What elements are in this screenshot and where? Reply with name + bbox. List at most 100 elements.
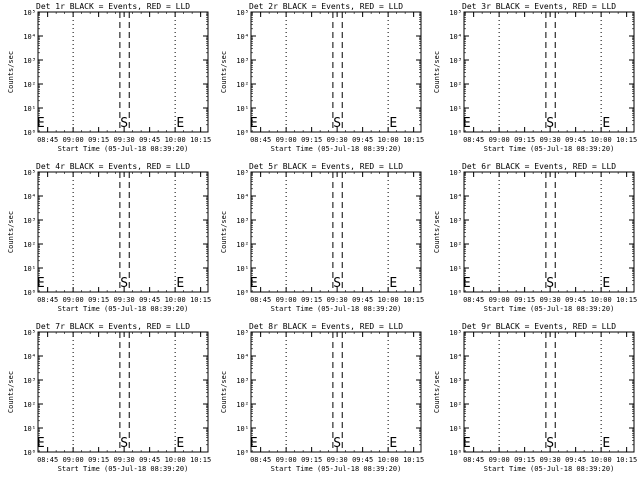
x-tick-label: 09:00	[276, 456, 297, 464]
x-tick-label: 09:00	[489, 456, 510, 464]
x-tick-label: 10:00	[591, 296, 612, 304]
x-tick-label: 08:45	[250, 296, 271, 304]
y-axis-label: Counts/sec	[220, 51, 228, 93]
x-tick-label: 09:15	[88, 136, 109, 144]
x-tick-label: 10:15	[616, 136, 637, 144]
detector-panel-2: Det 2r BLACK = Events, RED = LLD 10⁰ 10¹ 10…	[220, 2, 424, 153]
y-tick-label: 10⁵	[449, 169, 462, 177]
y-tick-label: 10⁰	[449, 129, 462, 137]
x-axis-label: Start Time (05-Jul-18 08:39:20)	[271, 305, 402, 313]
y-tick-label: 10⁴	[449, 193, 462, 201]
y-axis-label: Counts/sec	[433, 211, 441, 253]
y-tick-label: 10⁵	[236, 329, 249, 337]
x-tick-label: 09:45	[139, 136, 160, 144]
plot-frame	[463, 171, 635, 293]
x-tick-label: 10:15	[403, 296, 424, 304]
y-tick-label: 10²	[236, 241, 249, 249]
y-tick-label: 10¹	[236, 425, 249, 433]
y-tick-label: 10⁴	[236, 353, 249, 361]
x-axis-label: Start Time (05-Jul-18 08:39:20)	[58, 305, 189, 313]
x-tick-label: 09:00	[276, 296, 297, 304]
y-tick-label: 10¹	[449, 425, 462, 433]
marker-e: E	[463, 436, 471, 451]
detector-panel-4: Det 4r BLACK = Events, RED = LLD 10⁰ 10¹ 10…	[7, 162, 211, 313]
x-tick-label: 09:00	[489, 296, 510, 304]
panel-title: Det 6r BLACK = Events, RED = LLD	[462, 162, 616, 171]
x-axis-label: Start Time (05-Jul-18 08:39:20)	[484, 465, 615, 473]
x-tick-label: 10:15	[190, 136, 211, 144]
x-tick-label: 09:45	[352, 296, 373, 304]
marker-e: E	[602, 116, 610, 131]
x-tick-label: 08:45	[37, 136, 58, 144]
x-tick-label: 10:00	[378, 456, 399, 464]
marker-s: S	[120, 436, 128, 451]
marker-s: S	[120, 276, 128, 291]
x-tick-label: 09:15	[514, 296, 535, 304]
panel-title: Det 9r BLACK = Events, RED = LLD	[462, 322, 616, 331]
x-axis-label: Start Time (05-Jul-18 08:39:20)	[58, 465, 189, 473]
y-tick-label: 10⁵	[23, 169, 36, 177]
x-tick-label: 09:30	[327, 296, 348, 304]
marker-e: E	[389, 276, 397, 291]
y-tick-label: 10⁴	[449, 33, 462, 41]
y-tick-label: 10³	[236, 377, 249, 385]
y-tick-label: 10¹	[449, 265, 462, 273]
marker-e: E	[176, 436, 184, 451]
y-tick-label: 10⁵	[23, 9, 36, 17]
marker-s: S	[546, 276, 554, 291]
panel-title: Det 7r BLACK = Events, RED = LLD	[36, 322, 190, 331]
x-tick-label: 09:30	[540, 296, 561, 304]
plot-frame	[250, 171, 422, 293]
y-tick-label: 10³	[449, 377, 462, 385]
y-tick-label: 10²	[449, 241, 462, 249]
y-tick-label: 10⁰	[23, 129, 36, 137]
y-axis-label: Counts/sec	[7, 51, 15, 93]
marker-e: E	[37, 436, 45, 451]
x-tick-label: 09:00	[63, 456, 84, 464]
marker-e: E	[389, 436, 397, 451]
detector-panel-6: Det 6r BLACK = Events, RED = LLD 10⁰ 10¹ 10…	[433, 162, 637, 313]
x-tick-label: 09:30	[114, 456, 135, 464]
y-tick-label: 10²	[23, 81, 36, 89]
plot-frame	[37, 171, 209, 293]
x-tick-label: 08:45	[37, 296, 58, 304]
y-tick-label: 10³	[23, 217, 36, 225]
x-tick-label: 10:00	[165, 136, 186, 144]
marker-s: S	[333, 116, 341, 131]
marker-e: E	[37, 276, 45, 291]
y-tick-label: 10⁴	[23, 353, 36, 361]
x-tick-label: 10:15	[616, 296, 637, 304]
detector-panel-1: Det 1r BLACK = Events, RED = LLD 10⁰ 10¹ 10…	[7, 2, 211, 153]
x-tick-label: 09:45	[352, 136, 373, 144]
x-tick-label: 10:00	[165, 296, 186, 304]
x-tick-label: 09:45	[565, 456, 586, 464]
y-axis-label: Counts/sec	[220, 371, 228, 413]
y-tick-label: 10²	[236, 401, 249, 409]
x-axis-label: Start Time (05-Jul-18 08:39:20)	[271, 465, 402, 473]
x-axis-label: Start Time (05-Jul-18 08:39:20)	[271, 145, 402, 153]
x-tick-label: 09:30	[327, 456, 348, 464]
x-tick-label: 09:15	[514, 456, 535, 464]
marker-e: E	[176, 116, 184, 131]
y-tick-label: 10⁵	[449, 9, 462, 17]
y-tick-label: 10³	[449, 57, 462, 65]
marker-e: E	[37, 116, 45, 131]
x-tick-label: 10:00	[165, 456, 186, 464]
x-tick-label: 09:00	[63, 296, 84, 304]
y-tick-label: 10¹	[23, 265, 36, 273]
y-tick-label: 10⁰	[23, 449, 36, 457]
x-tick-label: 08:45	[250, 136, 271, 144]
x-tick-label: 09:45	[139, 296, 160, 304]
y-tick-label: 10⁵	[23, 329, 36, 337]
plot-frame	[37, 331, 209, 453]
plot-frame	[463, 11, 635, 133]
detector-panel-7: Det 7r BLACK = Events, RED = LLD 10⁰ 10¹ 10…	[7, 322, 211, 473]
marker-s: S	[120, 116, 128, 131]
detector-panel-8: Det 8r BLACK = Events, RED = LLD 10⁰ 10¹ 10…	[220, 322, 424, 473]
plot-frame	[250, 331, 422, 453]
y-tick-label: 10²	[23, 241, 36, 249]
y-tick-label: 10⁰	[449, 289, 462, 297]
y-tick-label: 10⁵	[236, 169, 249, 177]
x-tick-label: 09:30	[114, 136, 135, 144]
marker-s: S	[333, 436, 341, 451]
